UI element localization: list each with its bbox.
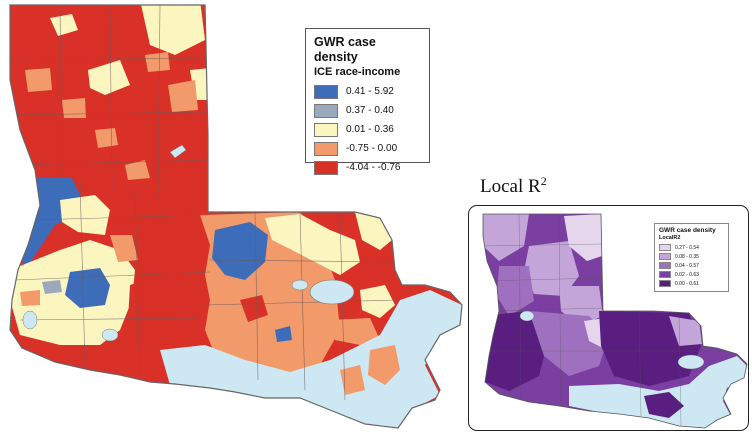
state-outline [9, 4, 463, 429]
inset-legend-label: 0.08 - 0.35 [675, 253, 699, 260]
legend-row: -4.04 - -0.76 [314, 159, 421, 176]
legend-swatch [314, 160, 338, 175]
region-yellow [355, 212, 392, 250]
lake-maurepas [291, 279, 309, 291]
legend-subtitle: ICE race-income [314, 66, 401, 78]
legend-swatch [314, 84, 338, 99]
legend-row: 0.37 - 0.40 [314, 102, 421, 119]
inset-water [569, 356, 747, 428]
inset-region-light [524, 241, 579, 296]
inset-legend-swatch [659, 253, 671, 260]
local-r2-inset: GWR case density LocalR2 0.27 - 0.54 0.0… [468, 205, 749, 431]
legend-row: -0.75 - 0.00 [314, 140, 421, 157]
inset-region-light [483, 214, 529, 261]
legend-label: 0.01 - 0.36 [346, 124, 394, 135]
inset-legend-label: 0.00 - 0.61 [675, 280, 699, 287]
inset-lake [519, 310, 535, 322]
main-choropleth-map [9, 4, 463, 429]
inset-legend-label: 0.02 - 0.63 [675, 271, 699, 278]
region-yellow [88, 60, 130, 95]
inset-legend-swatch [659, 271, 671, 278]
region-red [240, 295, 268, 322]
inset-legend-label: 0.27 - 0.54 [675, 244, 699, 251]
inset-legend-row: 0.27 - 0.54 [659, 243, 724, 252]
region-orange [168, 80, 198, 112]
inset-legend-row: 0.08 - 0.35 [659, 252, 724, 261]
region-orange [145, 52, 170, 72]
region-orange [62, 98, 86, 118]
region-red [128, 270, 212, 362]
region-orange [20, 290, 40, 306]
region-gray [42, 280, 62, 294]
inset-legend-row: 0.04 - 0.57 [659, 261, 724, 270]
inset-region-mid [497, 266, 534, 316]
legend-row: 0.01 - 0.36 [314, 121, 421, 138]
region-orange [110, 235, 138, 262]
lake-southwest [22, 310, 38, 330]
inset-legend-swatch [659, 244, 671, 251]
inset-legend-row: 0.02 - 0.63 [659, 270, 724, 279]
region-yellow [50, 14, 78, 36]
lake-pontchartrain [309, 279, 355, 305]
inset-legend-row: 0.00 - 0.61 [659, 279, 724, 288]
inset-regions [483, 214, 747, 428]
lake-toledo-bend [169, 144, 187, 159]
coastal-water [160, 290, 462, 428]
region-blue [212, 222, 268, 280]
region-yellow [265, 214, 360, 275]
inset-legend: GWR case density LocalR2 0.27 - 0.54 0.0… [654, 223, 729, 292]
inset-region-lightest [564, 214, 602, 261]
region-orange [95, 128, 118, 148]
region-orange [340, 365, 365, 395]
region-orange [330, 318, 380, 345]
region-yellow [140, 5, 205, 55]
inset-title-text: Local R [480, 176, 541, 197]
lake-calcasieu [101, 328, 119, 342]
legend-label: -4.04 - -0.76 [346, 162, 401, 173]
inset-legend-swatch [659, 280, 671, 287]
inset-legend-subtitle: LocalR2 [659, 235, 681, 241]
legend-swatch [314, 141, 338, 156]
inset-region-dark [644, 392, 684, 418]
region-yellow [360, 285, 395, 318]
inset-map [482, 213, 748, 429]
legend-row: 0.41 - 5.92 [314, 83, 421, 100]
inset-legend-label: 0.04 - 0.57 [675, 262, 699, 269]
legend-swatch [314, 122, 338, 137]
main-legend: GWR case density ICE race-income 0.41 - … [305, 28, 430, 175]
legend-label: 0.37 - 0.40 [346, 105, 394, 116]
legend-label: -0.75 - 0.00 [346, 143, 398, 154]
inset-legend-swatch [659, 262, 671, 269]
legend-title: GWR case density [314, 35, 376, 64]
legend-label: 0.41 - 5.92 [346, 86, 394, 97]
inset-region-light [669, 316, 702, 346]
legend-swatch [314, 103, 338, 118]
inset-state-outline [482, 213, 748, 429]
boundary-lines [10, 5, 401, 401]
region-orange [368, 345, 400, 385]
region-yellow [60, 195, 110, 235]
inset-legend-title: GWR case density [659, 227, 716, 234]
inset-lake [677, 354, 705, 370]
inset-boundary-lines [483, 214, 744, 427]
region-orange [125, 160, 150, 180]
region-orange [25, 68, 52, 92]
inset-title: Local R2 [480, 174, 547, 198]
choropleth-regions [10, 5, 462, 428]
region-blue [65, 268, 110, 308]
region-blue [275, 326, 292, 342]
inset-title-superscript: 2 [540, 174, 547, 188]
